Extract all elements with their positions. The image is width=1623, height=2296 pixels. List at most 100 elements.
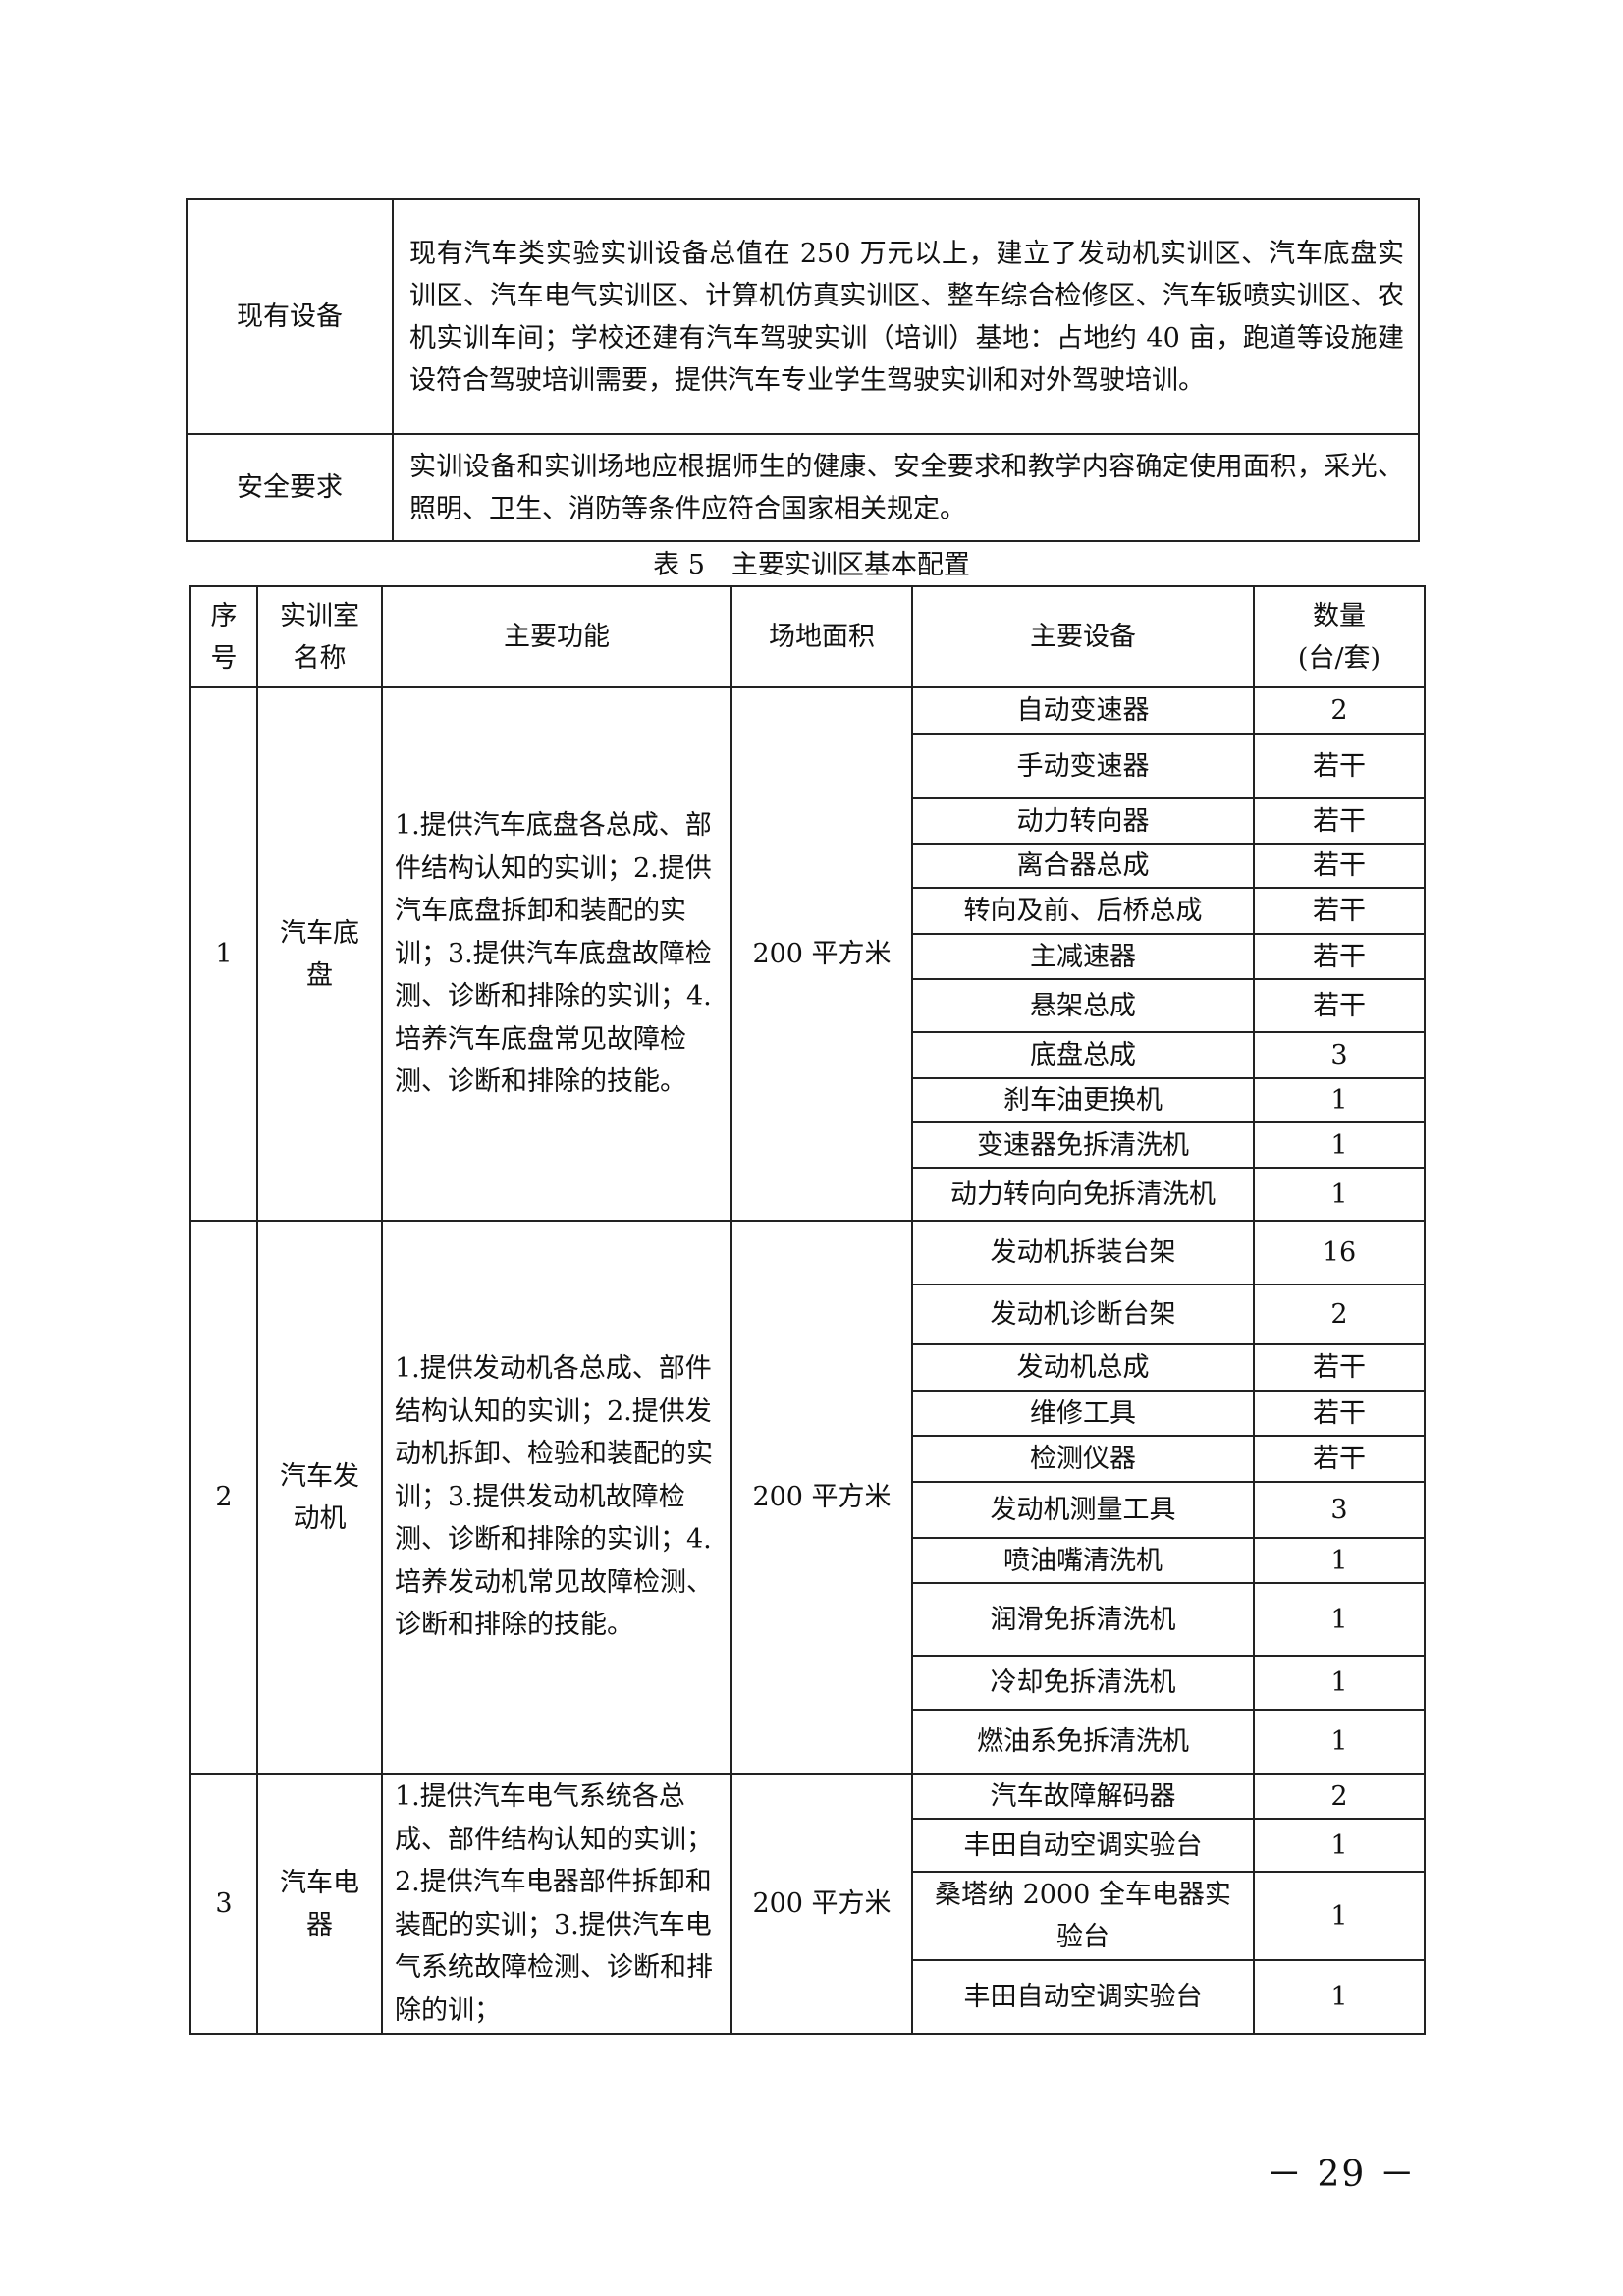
equipment-name: 桑塔纳 2000 全车电器实验台 [911,1871,1255,1961]
equipment-qty: 2 [1253,1773,1426,1820]
row-label: 现有设备 [186,198,394,435]
section-area: 200 平方米 [730,686,913,1222]
equipment-qty: 3 [1253,1031,1426,1079]
section-area: 200 平方米 [730,1773,913,2035]
equipment-qty: 若干 [1253,843,1426,889]
table-row: 燃油系免拆清洗机 1 [190,1709,1426,1775]
table-row: 离合器总成 若干 [190,843,1426,889]
table-row: 桑塔纳 2000 全车电器实验台 1 [190,1871,1426,1961]
page-number: － 29 － [1267,2155,1417,2195]
equipment-name: 汽车故障解码器 [911,1773,1255,1820]
section-room: 汽车底盘 [256,686,383,1222]
section-no: 1 [189,686,258,1222]
equipment-qty: 1 [1253,1871,1426,1961]
equipment-qty: 若干 [1253,1435,1426,1483]
table-row: 转向及前、后桥总成 若干 [190,887,1426,935]
table-row: 主减速器 若干 [190,933,1426,980]
equipment-qty: 1 [1253,1537,1426,1584]
section-function: 1.提供汽车电气系统各总成、部件结构认知的实训；2.提供汽车电器部件拆卸和装配的… [381,1773,732,2035]
equipment-qty: 1 [1253,1818,1426,1873]
equipment-name: 主减速器 [911,933,1255,980]
table-row: 发动机诊断台架 2 [190,1284,1426,1345]
table-row: 发动机测量工具 3 [190,1481,1426,1539]
header-row: 序号 实训室 名称 主要功能 场地面积 主要设备 数量 (台/套) [189,585,1426,688]
table-row: 现有设备 现有汽车类实验实训设备总值在 250 万元以上，建立了发动机实训区、汽… [186,198,1420,435]
table-caption: 表 5 主要实训区基本配置 [653,550,970,580]
equipment-qty: 若干 [1253,933,1426,980]
equipment-name: 丰田自动空调实验台 [911,1818,1255,1873]
equipment-name: 发动机拆装台架 [911,1220,1255,1285]
equipment-name: 丰田自动空调实验台 [911,1959,1255,2035]
section-function: 1.提供汽车底盘各总成、部件结构认知的实训；2.提供汽车底盘拆卸和装配的实训；3… [381,686,732,1222]
equipment-name: 检测仪器 [911,1435,1255,1483]
header-qty: 数量 (台/套) [1253,585,1426,688]
equipment-qty: 若干 [1253,887,1426,935]
table-row: 发动机总成 若干 [190,1343,1426,1392]
equipment-qty: 若干 [1253,1343,1426,1392]
table-row: 丰田自动空调实验台 1 [190,1818,1426,1873]
section-room: 汽车电器 [256,1773,383,2035]
section-room: 汽车发动机 [256,1220,383,1775]
table-row: 手动变速器 若干 [190,733,1426,799]
table-row: 动力转向向免拆清洗机 1 [190,1167,1426,1222]
equipment-qty: 1 [1253,1121,1426,1169]
equipment-name: 发动机总成 [911,1343,1255,1392]
table-row: 冷却免拆清洗机 1 [190,1655,1426,1711]
header-equipment: 主要设备 [911,585,1255,688]
table-row: 3 汽车电器 1.提供汽车电气系统各总成、部件结构认知的实训；2.提供汽车电器部件拆… [189,1773,1426,2035]
equipment-name: 离合器总成 [911,843,1255,889]
header-function: 主要功能 [381,585,732,688]
table-row: 底盘总成 3 [190,1031,1426,1079]
equipment-name: 刹车油更换机 [911,1077,1255,1123]
equipment-qty: 若干 [1253,1390,1426,1437]
equipment-name: 燃油系免拆清洗机 [911,1709,1255,1775]
equipment-name: 手动变速器 [911,733,1255,799]
equipment-name: 自动变速器 [911,686,1255,735]
equipment-name: 冷却免拆清洗机 [911,1655,1255,1711]
section-no: 2 [189,1220,258,1775]
row-text: 实训设备和实训场地应根据师生的健康、安全要求和教学内容确定使用面积，采光、照明、… [392,433,1420,542]
table-row: 悬架总成 若干 [190,978,1426,1033]
equipment-qty: 3 [1253,1481,1426,1539]
header-room: 实训室 名称 [256,585,383,688]
equipment-name: 转向及前、后桥总成 [911,887,1255,935]
equipment-qty: 1 [1253,1709,1426,1775]
equipment-name: 变速器免拆清洗机 [911,1121,1255,1169]
table-row: 2 汽车发动机 1.提供发动机各总成、部件结构认知的实训；2.提供发动机拆卸、检验和… [189,1220,1426,1775]
equipment-qty: 若干 [1253,797,1426,845]
equipment-name: 动力转向器 [911,797,1255,845]
table-row: 喷油嘴清洗机 1 [190,1537,1426,1584]
equipment-name: 润滑免拆清洗机 [911,1582,1255,1657]
table-row: 刹车油更换机 1 [190,1077,1426,1123]
equipment-name: 悬架总成 [911,978,1255,1033]
equipment-qty: 1 [1253,1959,1426,2035]
equipment-name: 动力转向向免拆清洗机 [911,1167,1255,1222]
equipment-name: 发动机测量工具 [911,1481,1255,1539]
header-area: 场地面积 [730,585,913,688]
section-no: 3 [189,1773,258,2035]
equipment-qty: 16 [1253,1220,1426,1285]
table-row: 维修工具 若干 [190,1390,1426,1437]
table-row: 变速器免拆清洗机 1 [190,1121,1426,1169]
equipment-name: 维修工具 [911,1390,1255,1437]
header-no: 序号 [189,585,258,688]
table-row: 动力转向器 若干 [190,797,1426,845]
equipment-qty: 1 [1253,1582,1426,1657]
table-row: 丰田自动空调实验台 1 [190,1959,1426,2035]
table-row: 润滑免拆清洗机 1 [190,1582,1426,1657]
equipment-qty: 若干 [1253,978,1426,1033]
table-row: 检测仪器 若干 [190,1435,1426,1483]
equipment-qty: 2 [1253,686,1426,735]
equipment-qty: 1 [1253,1655,1426,1711]
equipment-qty: 1 [1253,1167,1426,1222]
equipment-qty: 1 [1253,1077,1426,1123]
equipment-name: 喷油嘴清洗机 [911,1537,1255,1584]
table-row: 安全要求 实训设备和实训场地应根据师生的健康、安全要求和教学内容确定使用面积，采… [186,433,1420,542]
row-label: 安全要求 [186,433,394,542]
equipment-name: 底盘总成 [911,1031,1255,1079]
equipment-info-table: 现有设备 现有汽车类实验实训设备总值在 250 万元以上，建立了发动机实训区、汽… [186,198,1420,542]
table-row: 1 汽车底盘 1.提供汽车底盘各总成、部件结构认知的实训；2.提供汽车底盘拆卸和装配… [189,686,1426,1222]
equipment-qty: 若干 [1253,733,1426,799]
row-text: 现有汽车类实验实训设备总值在 250 万元以上，建立了发动机实训区、汽车底盘实训… [392,198,1420,435]
section-area: 200 平方米 [730,1220,913,1775]
